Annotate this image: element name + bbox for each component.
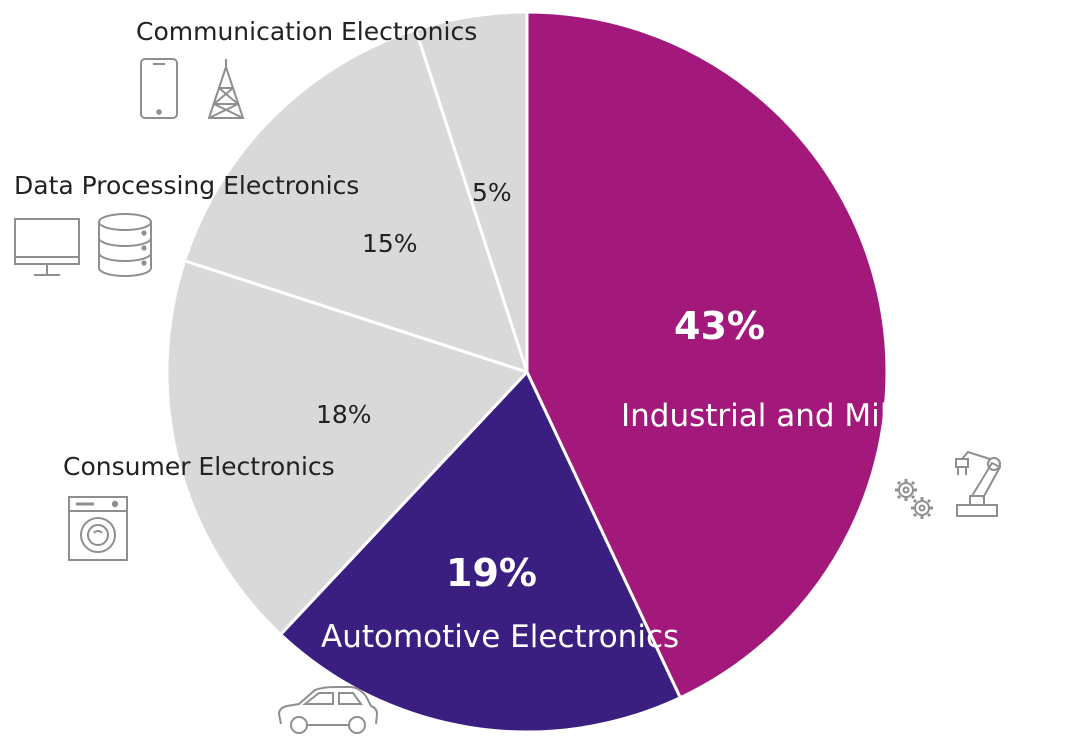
footnote-mark: ※ (969, 411, 984, 430)
slice-label-communication: Communication Electronics (136, 17, 478, 46)
washing-machine-icon (68, 496, 130, 562)
slice-label-industrial-text: Industrial and Mil/Aero (621, 398, 970, 434)
slice-label-consumer: Consumer Electronics (63, 452, 335, 481)
slice-value-consumer: 18% (316, 400, 372, 429)
database-icon (97, 212, 153, 278)
slice-consumer (165, 259, 529, 636)
slice-communication (414, 10, 529, 374)
slice-automotive (279, 370, 682, 734)
slice-industrial (525, 10, 889, 700)
smartphone-icon (140, 58, 180, 120)
gears-icon (893, 477, 935, 521)
slice-value-communication: 5% (472, 178, 512, 207)
slice-data-processing (183, 28, 529, 374)
car-icon (275, 686, 381, 736)
slice-label-automotive: Automotive Electronics (321, 619, 680, 655)
slice-value-data-processing: 15% (362, 229, 418, 258)
cell-tower-icon (204, 58, 250, 120)
slice-value-automotive: 19% (446, 551, 537, 595)
slice-label-data-processing: Data Processing Electronics (14, 171, 360, 200)
slice-label-industrial: Industrial and Mil/Aero※ (621, 401, 983, 432)
robot-arm-icon (948, 449, 1008, 519)
monitor-icon (14, 218, 82, 278)
slice-value-industrial: 43% (674, 304, 765, 348)
